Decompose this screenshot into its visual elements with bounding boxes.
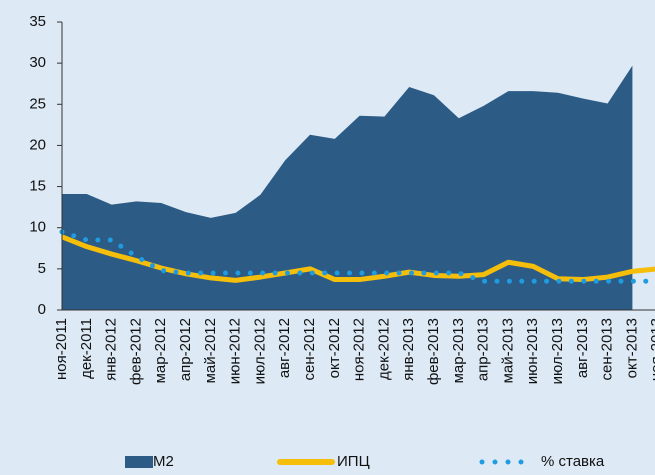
area <box>62 65 633 311</box>
x-tick-label: янв-2013 <box>400 318 417 381</box>
legend-label: M2 <box>153 453 174 470</box>
x-tick-label: дек-2011 <box>78 318 95 379</box>
x-tick-label: июн-2012 <box>227 318 244 384</box>
legend-swatch <box>125 456 153 468</box>
x-tick-label: авг-2012 <box>276 318 293 378</box>
x-tick-label: сен-2012 <box>301 318 318 381</box>
y-tick-label: 10 <box>29 219 46 236</box>
x-tick-label: июн-2013 <box>524 318 541 384</box>
dotted-line <box>59 229 655 284</box>
x-tick-label: апр-2012 <box>177 318 194 381</box>
x-tick-label: апр-2013 <box>475 318 492 381</box>
x-tick-label: ноя-2011 <box>53 318 70 380</box>
x-tick-label: мар-2013 <box>450 318 467 383</box>
x-tick-label: июл-2012 <box>251 318 268 384</box>
y-tick-label: 0 <box>38 301 46 318</box>
x-tick-label: дек-2012 <box>375 318 392 380</box>
y-tick-label: 35 <box>29 13 46 30</box>
x-tick-label: май-2012 <box>202 318 219 383</box>
x-tick-label: янв-2012 <box>103 318 120 381</box>
x-tick-label: ноя-2013 <box>648 318 655 381</box>
y-tick-label: 20 <box>29 136 46 153</box>
x-tick-label: сен-2013 <box>599 318 616 381</box>
x-tick-label: фев-2013 <box>425 318 442 385</box>
x-tick-label: июл-2013 <box>549 318 566 384</box>
x-tick-label: фев-2012 <box>127 318 144 385</box>
x-tick-label: авг-2013 <box>574 318 591 378</box>
x-tick-label: окт-2013 <box>623 318 640 378</box>
x-tick-label: окт-2012 <box>326 318 343 378</box>
y-tick-label: 15 <box>29 178 46 195</box>
x-tick-label: май-2013 <box>499 318 516 383</box>
legend-label: % ставка <box>541 453 605 470</box>
y-tick-label: 25 <box>29 95 46 112</box>
legend-label: ИПЦ <box>337 453 370 470</box>
y-tick-label: 5 <box>38 260 46 277</box>
x-tick-label: ноя-2012 <box>351 318 368 381</box>
line <box>61 234 655 283</box>
x-tick-label: мар-2012 <box>152 318 169 383</box>
y-tick-label: 30 <box>29 54 46 71</box>
